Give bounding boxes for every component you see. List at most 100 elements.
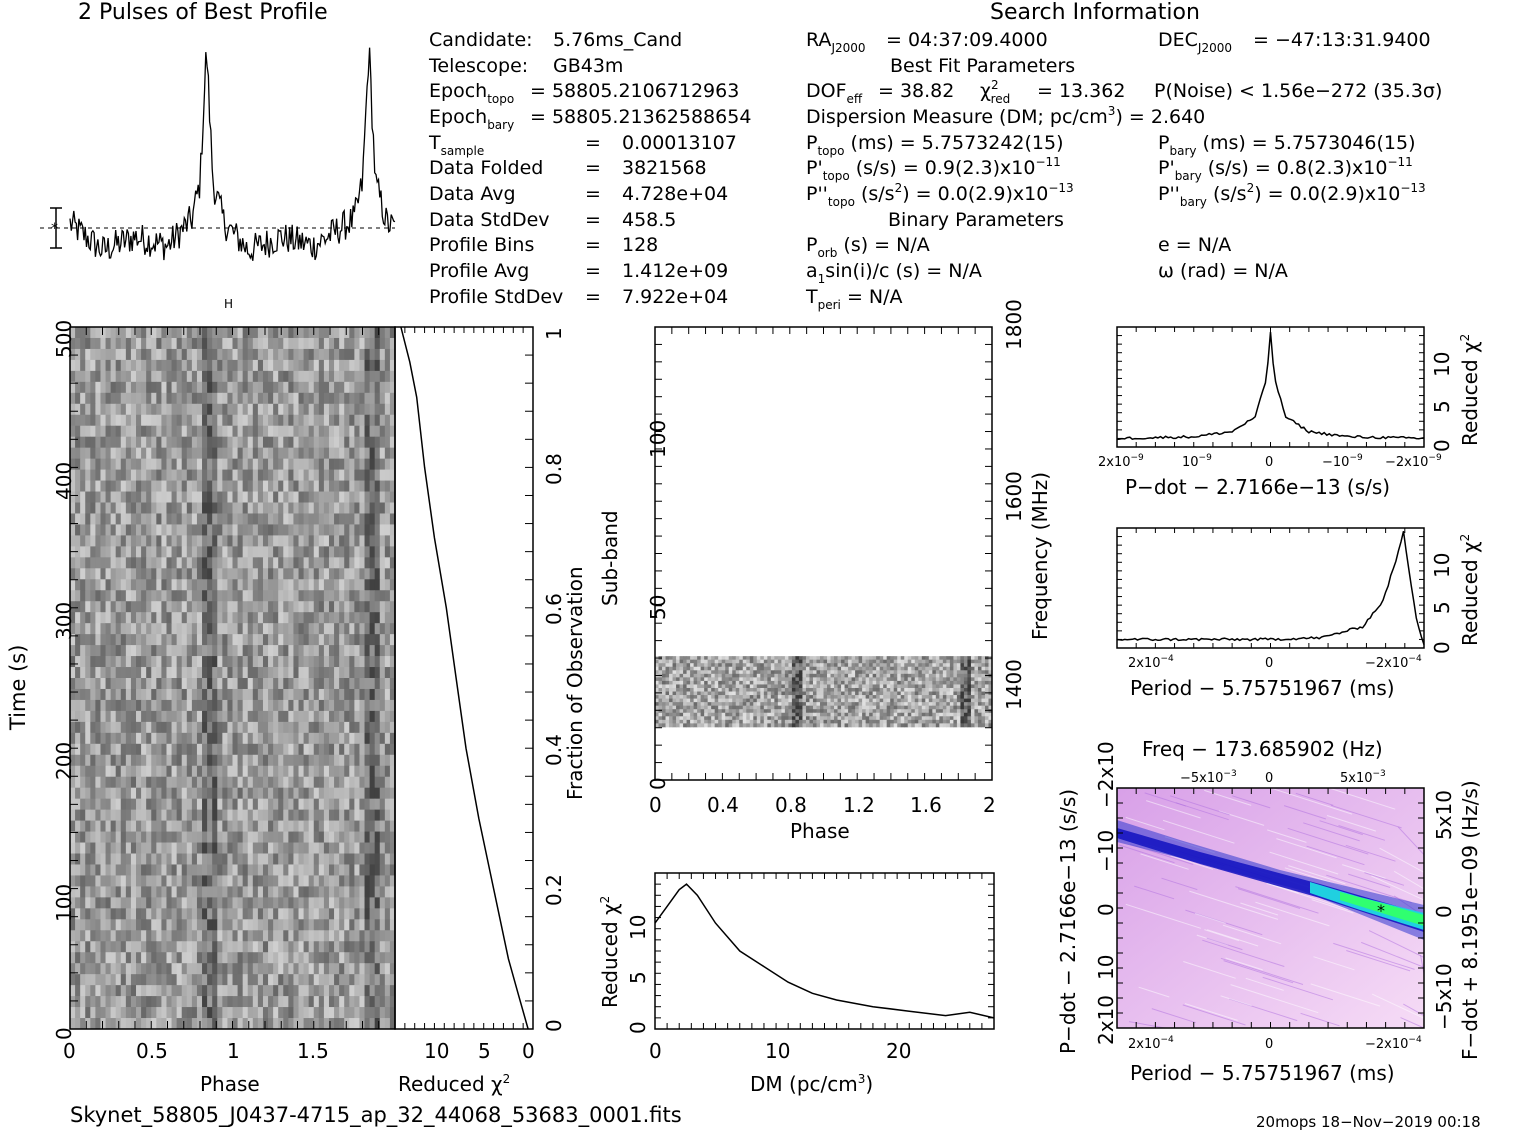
tp-cell	[125, 908, 132, 920]
tp-cell	[156, 952, 162, 964]
tp-cell	[156, 425, 162, 438]
tp-cell	[125, 765, 132, 778]
tp-cell	[70, 820, 76, 832]
tp-cell	[384, 458, 391, 470]
sb-cell	[904, 673, 909, 678]
tp-cell	[181, 546, 188, 558]
tp-cell	[389, 601, 396, 613]
tp-cell	[334, 820, 340, 832]
tp-cell	[171, 919, 178, 931]
tp-cell	[95, 732, 101, 745]
tp-cell	[349, 875, 355, 887]
tp-cell	[125, 974, 132, 986]
tp-cell	[95, 897, 101, 909]
tp-cell	[176, 941, 183, 953]
tp-cell	[115, 864, 122, 876]
sb-cell	[718, 666, 723, 671]
tp-cell	[288, 480, 294, 492]
tp-cell	[176, 996, 183, 1008]
tp-cell	[334, 1007, 340, 1019]
sb-cell	[725, 663, 730, 668]
tp-cell	[100, 645, 106, 657]
sb-cell	[907, 677, 912, 682]
tp-cell	[176, 601, 183, 613]
tp-cell	[298, 930, 304, 942]
tp-cell	[323, 359, 330, 372]
tp-cell	[328, 337, 335, 350]
sb-cell	[669, 670, 673, 675]
tp-cell	[196, 590, 203, 602]
tp-cell	[207, 568, 213, 580]
tp-cell	[328, 952, 335, 964]
tp-cell	[80, 623, 86, 635]
tp-cell	[328, 842, 335, 854]
tp-cell	[339, 721, 345, 734]
tp-cell	[191, 337, 198, 350]
sb-cell	[914, 670, 919, 675]
tp-cell	[146, 623, 152, 635]
tp-cell	[186, 787, 193, 800]
tp-cell	[110, 403, 117, 416]
tp-cell	[308, 963, 315, 975]
tp-cell	[181, 853, 188, 865]
tp-cell	[120, 1007, 127, 1019]
tp-cell	[247, 886, 254, 898]
pdtopo: P'topo (s/s) = 0.9(2.3)x10−11	[806, 155, 1061, 183]
tp-cell	[186, 688, 193, 701]
sb-cell	[949, 677, 954, 682]
tp-cell	[354, 469, 360, 481]
tp-cell	[288, 392, 294, 405]
tp-cell	[308, 568, 315, 580]
tp-cell	[130, 447, 137, 460]
tp-cell	[278, 403, 284, 416]
tp-cell	[262, 820, 269, 832]
tp-cell	[100, 798, 106, 811]
tp-cell	[80, 447, 86, 460]
tp-cell	[379, 721, 386, 734]
tp-cell	[151, 853, 157, 865]
tp-cell	[90, 359, 96, 372]
tp-cell	[161, 337, 167, 350]
tp-cell	[85, 831, 91, 843]
tp-cell	[339, 743, 345, 756]
tp-cell	[80, 634, 86, 646]
tp-cell	[222, 710, 228, 723]
tp-cell	[90, 974, 96, 986]
tp-cell	[75, 809, 81, 821]
tp-cell	[293, 985, 299, 997]
tp-cell	[105, 392, 112, 405]
tp-cell	[262, 678, 269, 690]
tp-cell	[110, 392, 117, 405]
tp-cell	[364, 491, 371, 503]
tp-cell	[288, 875, 294, 887]
tp-cell	[359, 908, 365, 920]
chi2-time-frame	[394, 326, 534, 1030]
tp-cell	[237, 645, 244, 657]
sb-cell	[837, 666, 842, 671]
tp-cell	[125, 469, 132, 481]
tp-cell	[339, 919, 345, 931]
tp-cell	[344, 327, 350, 339]
tp-cell	[202, 535, 208, 547]
tp-cell	[232, 996, 238, 1008]
tp-cell	[303, 732, 310, 745]
tp-cell	[364, 645, 371, 657]
tp-cell	[252, 963, 259, 975]
tp-cell	[100, 414, 106, 427]
tp-cell	[268, 678, 274, 690]
sb-cell	[679, 670, 684, 675]
sb-cell	[844, 670, 849, 675]
tp-cell	[166, 842, 172, 854]
tp-cell	[273, 381, 279, 394]
tp-cell	[308, 952, 315, 964]
tp-cell	[146, 502, 152, 514]
tp-cell	[334, 436, 340, 449]
tp-cell	[384, 721, 391, 734]
tp-cell	[308, 919, 315, 931]
tp-cell	[303, 579, 310, 591]
tp-cell	[252, 776, 259, 789]
tp-cell	[130, 337, 137, 350]
tp-cell	[227, 502, 233, 514]
sb-cell	[865, 673, 870, 678]
tp-cell	[120, 381, 127, 394]
